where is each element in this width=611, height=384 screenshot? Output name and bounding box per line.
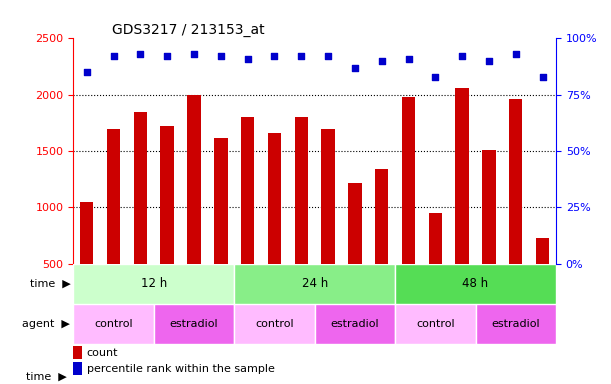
Bar <box>475 304 556 344</box>
Point <box>404 56 414 62</box>
Bar <box>482 150 496 264</box>
Text: 24 h: 24 h <box>302 277 327 290</box>
Point <box>457 53 467 60</box>
Text: estradiol: estradiol <box>170 319 218 329</box>
Point <box>350 65 360 71</box>
Bar <box>73 304 154 344</box>
Bar <box>80 202 93 264</box>
Text: count: count <box>87 348 119 358</box>
Text: estradiol: estradiol <box>491 319 540 329</box>
Point <box>296 53 306 60</box>
Bar <box>268 133 281 264</box>
Text: time  ▶: time ▶ <box>29 279 70 289</box>
Text: estradiol: estradiol <box>331 319 379 329</box>
Bar <box>295 117 308 264</box>
Bar <box>134 112 147 264</box>
Text: percentile rank within the sample: percentile rank within the sample <box>87 364 275 374</box>
Point <box>511 51 521 57</box>
Point <box>109 53 119 60</box>
Bar <box>395 304 475 344</box>
Point <box>82 69 92 75</box>
Bar <box>509 99 522 264</box>
Point <box>377 58 387 64</box>
Bar <box>395 264 556 304</box>
Text: time  ▶: time ▶ <box>26 371 67 381</box>
Bar <box>321 129 335 264</box>
Point <box>538 74 547 80</box>
Bar <box>234 264 395 304</box>
Bar <box>429 213 442 264</box>
Bar <box>73 362 82 375</box>
Bar <box>348 182 362 264</box>
Text: agent  ▶: agent ▶ <box>23 319 70 329</box>
Point <box>323 53 333 60</box>
Bar <box>214 137 227 264</box>
Bar <box>234 304 315 344</box>
Bar <box>536 238 549 264</box>
Bar <box>73 346 82 359</box>
Point <box>484 58 494 64</box>
Bar <box>455 88 469 264</box>
Text: 48 h: 48 h <box>463 277 489 290</box>
Point <box>430 74 440 80</box>
Point <box>136 51 145 57</box>
Bar <box>161 126 174 264</box>
Bar <box>315 304 395 344</box>
Bar <box>107 129 120 264</box>
Text: control: control <box>416 319 455 329</box>
Text: 12 h: 12 h <box>141 277 167 290</box>
Bar <box>402 97 415 264</box>
Text: GDS3217 / 213153_at: GDS3217 / 213153_at <box>112 23 265 37</box>
Text: control: control <box>94 319 133 329</box>
Bar <box>188 95 200 264</box>
Point <box>189 51 199 57</box>
Bar <box>375 169 389 264</box>
Point <box>243 56 252 62</box>
Bar <box>154 304 234 344</box>
Point <box>269 53 279 60</box>
Text: control: control <box>255 319 294 329</box>
Bar <box>241 117 254 264</box>
Bar <box>73 264 234 304</box>
Point <box>163 53 172 60</box>
Point <box>216 53 225 60</box>
